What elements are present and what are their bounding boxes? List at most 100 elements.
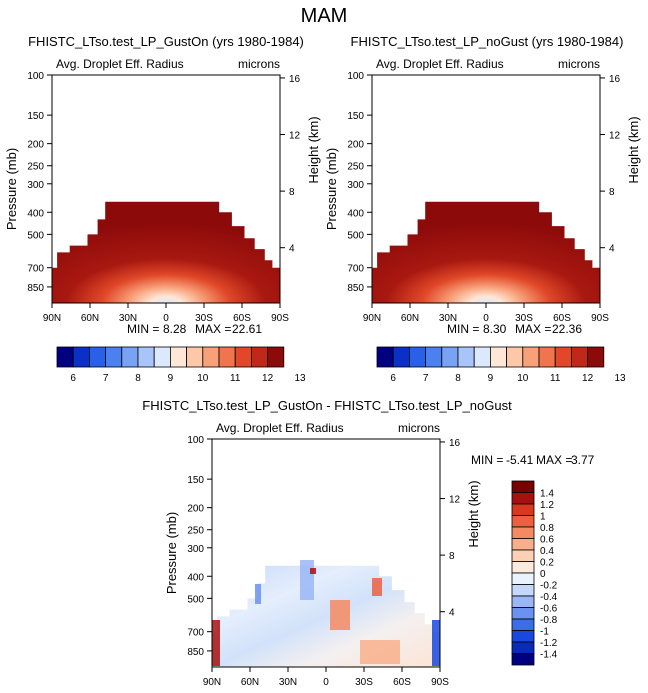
colorbar-label: 1.2 — [540, 500, 554, 511]
panel-difference: FHISTC_LTso.test_LP_GustOn - FHISTC_LTso… — [142, 398, 594, 688]
colorbar-swatch — [153, 346, 171, 368]
y-tick-right-label: 16 — [289, 74, 301, 85]
colorbar-swatch — [392, 346, 410, 368]
panel-units: microns — [238, 57, 280, 71]
colorbar-swatch — [538, 346, 556, 368]
x-tick-label: 60S — [233, 313, 251, 324]
y-tick-label: 500 — [347, 230, 364, 241]
colorbar-swatch — [441, 346, 459, 368]
colorbar-label: 10 — [517, 373, 529, 384]
x-tick-label: 30S — [515, 313, 533, 324]
y-tick-label: 850 — [27, 283, 44, 294]
colorbar-swatch — [511, 549, 535, 562]
colorbar-label: -0.4 — [540, 592, 558, 603]
y-tick-right-label: 4 — [609, 244, 615, 255]
min-label: MIN = — [471, 453, 503, 467]
colorbar-swatch — [425, 346, 443, 368]
field-abs-p2 — [372, 201, 600, 303]
y-tick-label: 850 — [347, 283, 364, 294]
y-tick-label: 200 — [27, 140, 44, 151]
panel-subtitle: Avg. Droplet Eff. Radius — [376, 57, 504, 71]
x-tick-label: 60S — [393, 677, 411, 688]
y-axis-label-right: Height (km) — [306, 116, 321, 183]
colorbar-swatch — [511, 538, 535, 551]
y-axis-label: Pressure (mb) — [324, 148, 339, 230]
colorbar-swatch — [506, 346, 524, 368]
colorbar-swatch — [511, 653, 535, 666]
max-label: MAX = — [536, 453, 572, 467]
x-tick-label: 30S — [355, 677, 373, 688]
max-value: 22.36 — [552, 322, 582, 336]
colorbar-swatch — [511, 584, 535, 597]
y-axis-label: Pressure (mb) — [164, 512, 179, 594]
colorbar-swatch — [408, 346, 426, 368]
colorbar-swatch — [511, 526, 535, 539]
colorbar-swatch — [267, 346, 285, 368]
x-tick-label: 60N — [241, 677, 259, 688]
y-tick-label: 400 — [347, 208, 364, 219]
colorbar-label: 13 — [294, 373, 306, 384]
y-tick-label: 500 — [27, 230, 44, 241]
colorbar-swatch — [186, 346, 204, 368]
y-tick-right-label: 8 — [289, 187, 295, 198]
colorbar-label: 12 — [262, 373, 274, 384]
colorbar-swatch — [489, 346, 507, 368]
panel-title: FHISTC_LTso.test_LP_GustOn (yrs 1980-198… — [28, 34, 304, 49]
x-tick-label: 60N — [401, 313, 419, 324]
colorbar-label: 13 — [614, 373, 626, 384]
colorbar-swatch — [121, 346, 139, 368]
colorbar-swatch — [554, 346, 572, 368]
colorbar-swatch — [511, 641, 535, 654]
max-value: 3.77 — [571, 453, 595, 467]
colorbar-label: 0 — [540, 569, 546, 580]
y-tick-label: 100 — [347, 71, 364, 82]
y-tick-label: 300 — [27, 180, 44, 191]
x-tick-label: 60S — [553, 313, 571, 324]
data-field — [212, 560, 440, 667]
y-tick-label: 250 — [27, 162, 44, 173]
colorbar-label: 9 — [488, 373, 494, 384]
x-tick-label: 0 — [323, 677, 329, 688]
colorbar-label: 10 — [197, 373, 209, 384]
y-tick-label: 150 — [27, 111, 44, 122]
y-tick-label: 200 — [347, 140, 364, 151]
colorbar-swatch — [89, 346, 107, 368]
field-patch — [432, 620, 440, 666]
colorbar-swatch — [202, 346, 220, 368]
colorbar-swatch — [376, 346, 394, 368]
colorbar-label: 11 — [550, 373, 561, 384]
x-tick-label: 30N — [279, 677, 297, 688]
max-value: 22.61 — [232, 322, 262, 336]
colorbar-swatch — [511, 480, 535, 493]
panel-gust-on: FHISTC_LTso.test_LP_GustOn (yrs 1980-198… — [4, 34, 321, 384]
y-tick-label: 150 — [347, 111, 364, 122]
colorbar-swatch — [511, 503, 535, 516]
y-tick-label: 400 — [27, 208, 44, 219]
min-value: 8.30 — [483, 322, 507, 336]
colorbar-swatch — [56, 346, 74, 368]
colorbar-swatch — [511, 561, 535, 574]
y-tick-label: 700 — [347, 264, 364, 275]
colorbar-swatch — [511, 515, 535, 528]
colorbar-label: 0.2 — [540, 558, 554, 569]
min-value: 8.28 — [163, 322, 187, 336]
figure-title: MAM — [301, 5, 348, 27]
colorbar-label: 11 — [230, 373, 241, 384]
y-axis-label-right: Height (km) — [466, 480, 481, 547]
y-tick-label: 700 — [27, 264, 44, 275]
colorbar-label: 7 — [423, 373, 429, 384]
colorbar-swatch — [72, 346, 90, 368]
colorbar-label: 7 — [103, 373, 109, 384]
colorbar-swatch — [511, 595, 535, 608]
x-tick-label: 90S — [591, 313, 609, 324]
y-tick-right-label: 12 — [289, 131, 301, 142]
colorbar-swatch — [473, 346, 491, 368]
colorbar-label: 9 — [168, 373, 174, 384]
x-tick-label: 90N — [43, 313, 61, 324]
colorbar-label: 1 — [540, 512, 546, 523]
colorbar-swatch — [457, 346, 475, 368]
colorbar-swatch — [511, 618, 535, 631]
colorbar-label: 12 — [582, 373, 594, 384]
colorbar-swatch — [571, 346, 589, 368]
panel-subtitle: Avg. Droplet Eff. Radius — [56, 57, 184, 71]
